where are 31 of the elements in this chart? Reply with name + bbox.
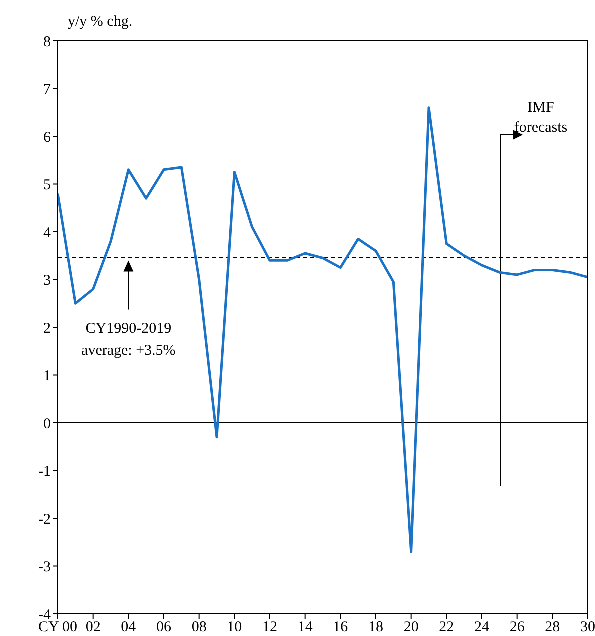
x-tick-label: CY 00 <box>38 620 78 636</box>
y-tick-label: -3 <box>38 560 51 576</box>
x-tick-label: 28 <box>545 620 560 636</box>
x-tick-label: 06 <box>156 620 172 636</box>
x-tick-label: 12 <box>262 620 278 636</box>
y-tick-label: 5 <box>44 178 51 194</box>
y-tick-label: 0 <box>44 416 51 432</box>
y-tick-label: 8 <box>44 34 51 50</box>
y-tick-label: 4 <box>44 225 52 242</box>
annotation: CY1990-2019 average: +3.5% <box>82 320 176 359</box>
x-tick-label: 14 <box>298 620 314 636</box>
annotation: IMF forecasts <box>514 100 568 136</box>
x-tick-label: 02 <box>86 620 101 636</box>
x-tick-label: 20 <box>404 620 419 636</box>
y-tick-label: 2 <box>44 320 51 337</box>
x-tick-label: 22 <box>439 620 454 636</box>
y-tick-label: -2 <box>38 512 51 528</box>
x-tick-label: 30 <box>580 620 595 636</box>
x-tick-label: 04 <box>121 620 137 636</box>
x-tick-label: 16 <box>333 620 349 636</box>
y-tick-label: 3 <box>44 273 51 290</box>
y-tick-label: -1 <box>38 464 51 480</box>
y-tick-label: 6 <box>44 130 52 146</box>
x-tick-label: 26 <box>510 620 526 636</box>
y-tick-label: 7 <box>44 82 52 98</box>
x-tick-label: 08 <box>192 620 207 636</box>
y-tick-label: 1 <box>44 368 51 385</box>
x-tick-label: 10 <box>227 620 242 636</box>
x-tick-label: 24 <box>474 620 490 636</box>
x-tick-label: 18 <box>368 620 384 636</box>
y-axis-title: y/y % chg. <box>68 14 133 31</box>
